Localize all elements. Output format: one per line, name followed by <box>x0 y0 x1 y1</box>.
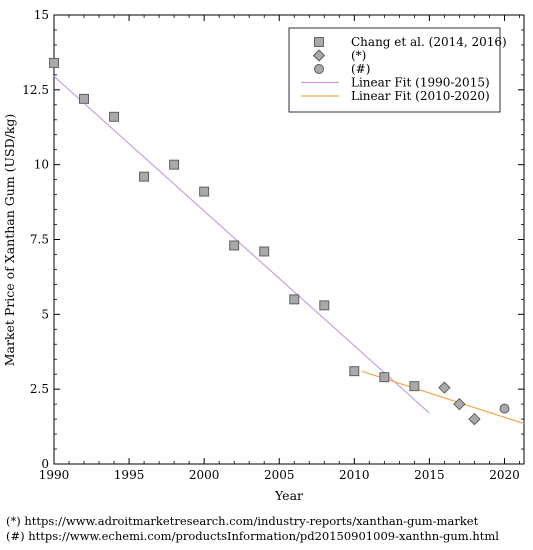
x-tick-label: 2020 <box>489 468 520 482</box>
legend-diamond-swatch <box>312 49 326 62</box>
legend-box <box>288 27 501 113</box>
diamond-point <box>468 412 481 426</box>
x-tick-label: 2005 <box>264 468 295 482</box>
legend: Chang et al. (2014, 2016)(*)(#)Linear Fi… <box>288 27 507 113</box>
x-tick-label: 2015 <box>414 468 445 482</box>
legend-square-swatch <box>314 37 324 47</box>
y-tick-label: 2.5 <box>30 382 49 396</box>
y-tick-label: 7.5 <box>30 233 49 247</box>
square-point <box>169 159 180 170</box>
x-axis-label: Year <box>274 488 303 503</box>
legend-label: (*) <box>351 49 366 63</box>
diamond-point <box>453 397 466 411</box>
y-tick-label: 5 <box>41 307 49 321</box>
square-point <box>409 381 420 392</box>
legend-circle-swatch <box>314 64 324 74</box>
xanthan-price-chart: 1990 1995 2000 2005 2010 2015 2020 0 2.5 5 7.5 10 12… <box>2 8 525 503</box>
square-point <box>49 57 59 68</box>
square-point <box>379 372 390 383</box>
square-point <box>199 186 210 197</box>
y-tick-label: 12.5 <box>22 83 49 97</box>
square-point <box>139 171 150 182</box>
x-tick-label: 2000 <box>189 468 220 482</box>
fit-line <box>53 75 430 414</box>
y-tick-label: 15 <box>34 8 49 22</box>
square-point <box>229 240 240 251</box>
data-markers <box>49 57 510 426</box>
axes: 1990 1995 2000 2005 2010 2015 2020 0 2.5 5 7.5 10 12… <box>22 8 524 482</box>
diamond-point <box>438 381 451 394</box>
x-tick-label: 2010 <box>339 468 370 482</box>
fit-lines <box>53 75 525 425</box>
x-tick-label: 1995 <box>114 468 145 482</box>
legend-label: Linear Fit (1990-2015) <box>351 76 490 90</box>
square-point <box>319 300 330 311</box>
y-tick-label: 0 <box>41 457 49 471</box>
legend-label: Chang et al. (2014, 2016) <box>351 35 507 49</box>
y-tick-label: 10 <box>34 158 49 172</box>
square-point <box>349 366 360 377</box>
square-point <box>289 294 300 305</box>
legend-label: (#) <box>351 62 370 76</box>
footnotes: (*) https://www.adroitmarketresearch.com… <box>6 514 531 544</box>
legend-label: Linear Fit (2010-2020) <box>351 89 490 103</box>
footnote-echemi: (#) https://www.echemi.com/productsInfor… <box>6 529 499 543</box>
y-axis-label: Market Price of Xanthan Gum (USD/kg) <box>2 114 17 367</box>
square-point <box>79 93 89 104</box>
footnote-adroit: (*) https://www.adroitmarketresearch.com… <box>6 514 479 528</box>
circle-point <box>499 403 510 414</box>
square-point <box>259 246 270 257</box>
square-point <box>109 111 120 122</box>
x-tick-label: 1990 <box>39 468 70 482</box>
